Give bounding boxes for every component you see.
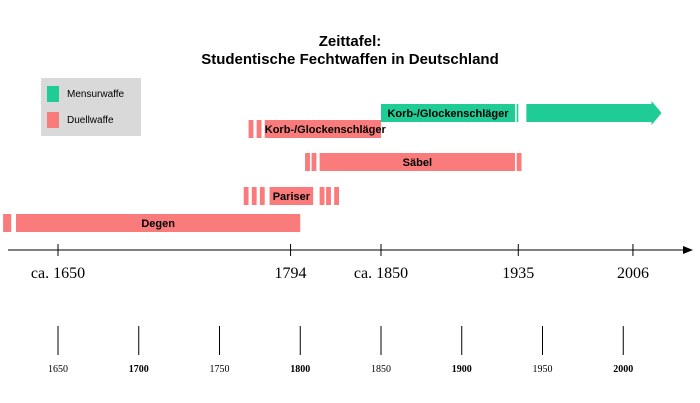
weapon-1-trail-dash-2 [334, 187, 340, 205]
weapon-2-bar [319, 153, 516, 171]
legend-swatch-mensurwaffe [47, 86, 59, 102]
axis-event-label-1: 1794 [275, 265, 307, 282]
scale-label-5: 1900 [452, 364, 472, 375]
weapon-1-bar [269, 187, 314, 205]
legend-swatch-duellwaffe [47, 112, 59, 128]
weapon-2-dash-0 [305, 153, 310, 171]
scale-label-4: 1850 [371, 364, 391, 375]
weapon-1-label: Pariser [273, 191, 311, 203]
scale-label-7: 2000 [613, 364, 633, 375]
weapon-2-trail-dash-0 [516, 153, 522, 171]
legend-label-duellwaffe: Duellwaffe [67, 115, 114, 126]
axis-event-label-0: ca. 1650 [31, 265, 85, 282]
weapon-4-arrow [526, 101, 662, 125]
weapon-3-bar [269, 120, 381, 138]
weapon-4-label: Korb-/Glockenschläger [387, 108, 509, 120]
scale-label-2: 1750 [210, 364, 230, 375]
weapon-1-dash-1 [251, 187, 257, 205]
axis-event-label-3: 1935 [502, 265, 534, 282]
axis-event-label-4: 2006 [617, 265, 649, 282]
weapon-1-dash-2 [259, 187, 265, 205]
weapon-0-label: Degen [141, 218, 175, 230]
weapon-0-bar [16, 214, 301, 232]
scale-label-1: 1700 [129, 364, 149, 375]
main-axis-arrowhead [683, 246, 693, 254]
weapon-3-label: Korb-/Glockenschläger [265, 124, 387, 136]
scale-label-0: 1650 [48, 364, 68, 375]
weapon-2-label: Säbel [403, 157, 432, 169]
scale-label-3: 1800 [290, 364, 310, 375]
weapon-3-dash-1 [256, 120, 262, 138]
scale-label-6: 1950 [533, 364, 553, 375]
weapon-0-dash-1 [3, 214, 12, 232]
weapon-4-gap-dash [516, 104, 519, 122]
legend: Mensurwaffe Duellwaffe [41, 78, 141, 136]
weapon-4-bar [381, 104, 516, 122]
weapon-2-dash-1 [311, 153, 317, 171]
weapon-3-dash-0 [248, 120, 254, 138]
weapon-1-trail-dash-1 [326, 187, 331, 205]
diagram-title-line-2: Studentische Fechtwaffen in Deutschland [201, 51, 499, 68]
axis-event-label-2: ca. 1850 [354, 265, 408, 282]
diagram-title-line-1: Zeittafel: [318, 33, 382, 50]
weapon-3-dash-2 [264, 120, 270, 138]
weapon-1-dash-0 [243, 187, 249, 205]
weapon-1-trail-dash-0 [319, 187, 325, 205]
legend-label-mensurwaffe: Mensurwaffe [67, 89, 125, 100]
